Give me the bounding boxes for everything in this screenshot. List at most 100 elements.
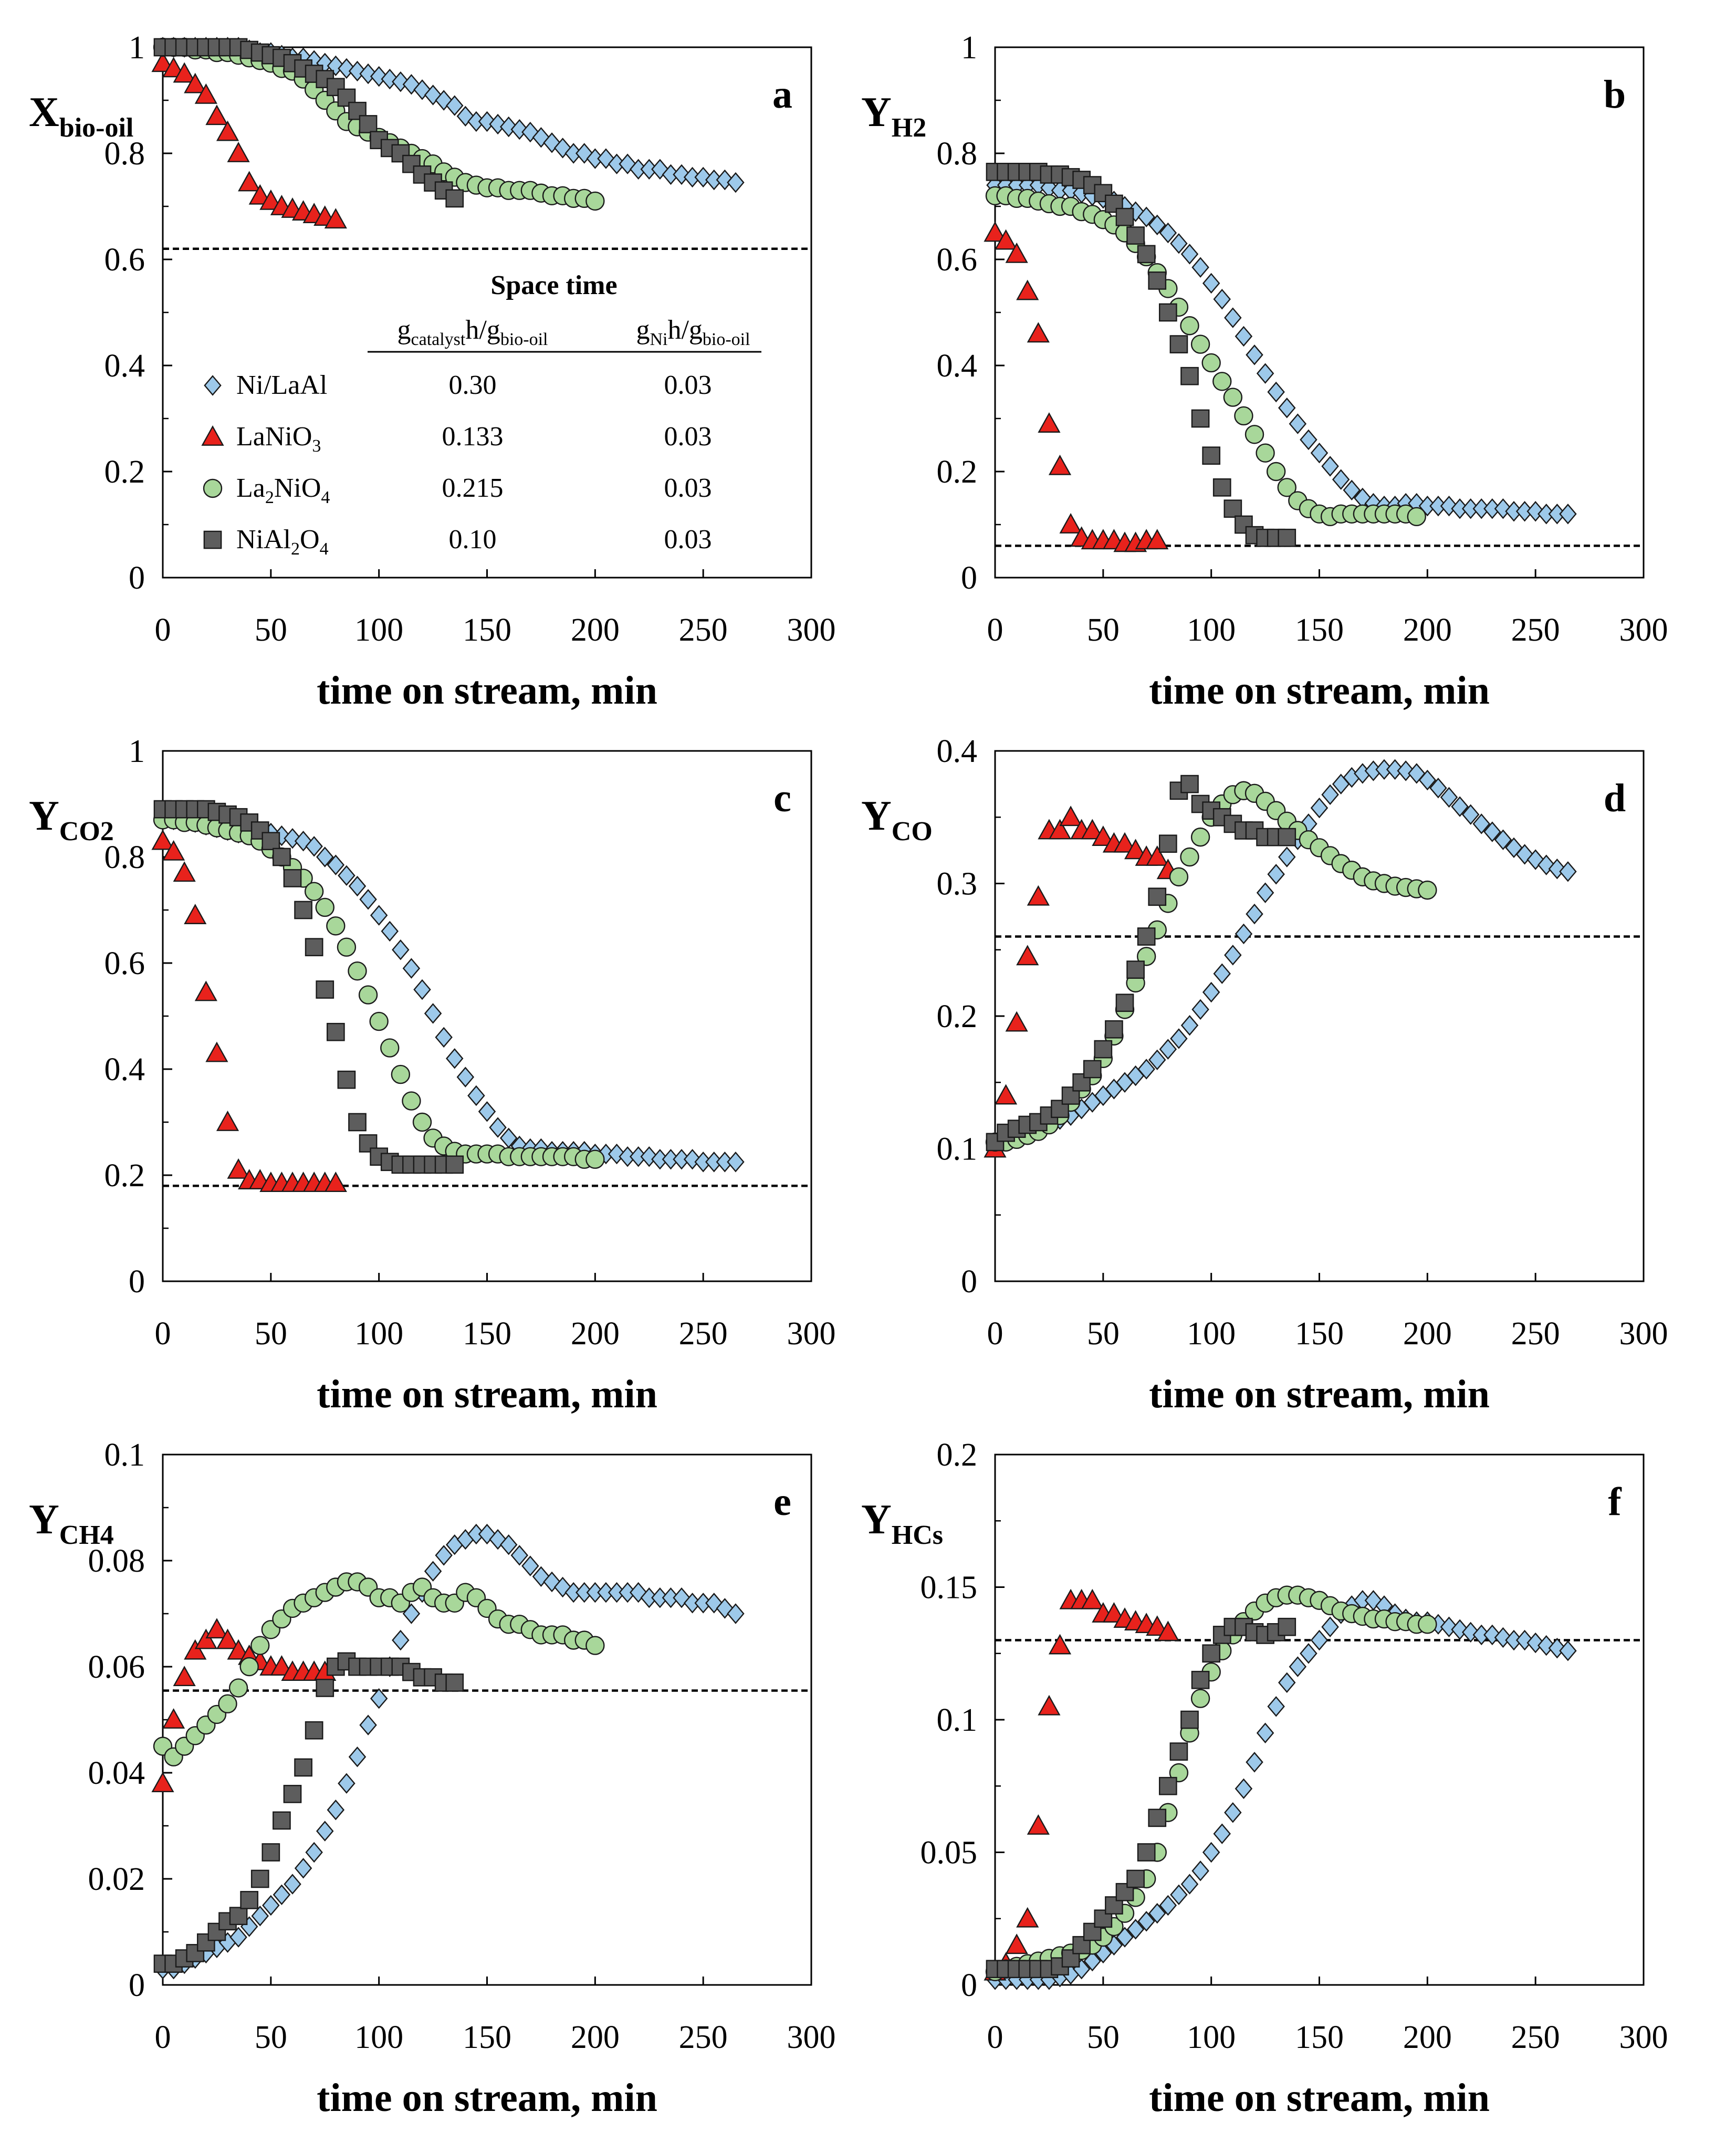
marker-ni-laal <box>1191 1860 1209 1881</box>
marker-lanio3 <box>216 120 239 141</box>
marker-lanio3 <box>151 1772 174 1793</box>
y-tick-label: 0.2 <box>104 1158 145 1194</box>
marker-nial2o4 <box>1115 994 1134 1012</box>
x-tick-label: 50 <box>1087 2020 1120 2055</box>
y-tick-label: 0.05 <box>921 1835 978 1871</box>
marker-lanio3 <box>238 171 261 192</box>
marker-lanio3 <box>1038 1695 1061 1716</box>
chart-panel-b: 0 0.2 0.4 0.6 0.8 1 0 50 100 150 200 250 300 time on … <box>861 30 1668 713</box>
marker-nial2o4 <box>283 1785 302 1803</box>
marker-ni-laal <box>424 85 442 106</box>
marker-la2nio4 <box>369 1011 389 1031</box>
marker-ni-laal <box>1515 844 1534 865</box>
x-tick-label: 250 <box>1511 612 1560 648</box>
marker-ni-laal <box>1278 1672 1296 1693</box>
marker-la2nio4 <box>1234 406 1253 426</box>
marker-lanio3 <box>1005 242 1028 263</box>
marker-nial2o4 <box>316 1679 334 1697</box>
y-tick-label: 0.8 <box>104 136 145 172</box>
marker-lanio3 <box>205 1618 228 1639</box>
marker-ni-laal <box>1310 442 1329 464</box>
y-tick-label: 1 <box>961 30 977 66</box>
marker-ni-laal <box>597 148 615 169</box>
y-tick-label: 0.4 <box>104 348 145 384</box>
marker-ni-laal <box>499 1534 518 1555</box>
marker-nial2o4 <box>1278 1617 1296 1636</box>
x-tick-label: 100 <box>1187 2020 1236 2055</box>
marker-la2nio4 <box>1180 316 1199 336</box>
marker-ni-laal <box>1235 326 1253 347</box>
marker-ni-laal <box>294 1858 312 1879</box>
y-tick-label: 1 <box>129 30 145 66</box>
marker-la2nio4 <box>1256 443 1275 463</box>
panel-letter: b <box>1604 72 1626 117</box>
marker-lanio3 <box>1048 454 1072 475</box>
marker-lanio3 <box>1059 806 1082 827</box>
y-axis-label-main: Y <box>861 1497 892 1543</box>
series-la2nio4 <box>153 1572 605 1766</box>
marker-ni-laal <box>435 1545 453 1566</box>
x-tick-label: 300 <box>1619 1316 1668 1352</box>
marker-lanio3 <box>227 1158 250 1179</box>
x-tick-label: 100 <box>354 612 403 648</box>
marker-lanio3 <box>227 141 250 162</box>
x-tick-label: 150 <box>1295 1316 1344 1352</box>
marker-ni-laal <box>1440 1616 1458 1637</box>
marker-ni-laal <box>1191 257 1209 278</box>
legend-ni-space-time: 0.03 <box>664 473 712 503</box>
panel-letter: a <box>772 72 792 117</box>
x-tick-label: 300 <box>1619 612 1668 648</box>
marker-nial2o4 <box>986 1133 1005 1152</box>
marker-la2nio4 <box>402 1091 421 1111</box>
marker-lanio3 <box>1048 819 1072 840</box>
marker-ni-laal <box>1202 1842 1220 1863</box>
marker-ni-laal <box>1267 381 1285 403</box>
marker-ni-laal <box>1159 222 1177 244</box>
marker-nial2o4 <box>1148 1808 1167 1827</box>
series-nial2o4 <box>153 1652 464 1973</box>
marker-nial2o4 <box>445 1155 464 1174</box>
marker-ni-laal <box>1461 804 1480 825</box>
marker-ni-laal <box>294 830 312 852</box>
marker-ni-laal <box>716 169 734 191</box>
panel-letter: c <box>773 776 791 820</box>
series-lanio3 <box>151 51 347 229</box>
marker-nial2o4 <box>305 1721 323 1740</box>
marker-ni-laal <box>532 127 550 148</box>
marker-nial2o4 <box>262 1843 280 1862</box>
y-tick-label: 0.1 <box>104 1437 145 1473</box>
y-tick-label: 0.6 <box>104 946 145 981</box>
marker-lanio3 <box>184 72 207 93</box>
y-tick-label: 0.4 <box>104 1052 145 1088</box>
marker-nial2o4 <box>1223 499 1242 518</box>
marker-lanio3 <box>1092 825 1115 846</box>
marker-nial2o4 <box>1094 1040 1113 1059</box>
marker-ni-laal <box>1408 763 1426 784</box>
x-tick-label: 300 <box>787 1316 836 1352</box>
marker-nial2o4 <box>1137 927 1156 946</box>
series-nial2o4 <box>986 163 1296 547</box>
marker-ni-laal <box>392 1629 410 1651</box>
marker-nial2o4 <box>1126 226 1145 245</box>
panel-letter: e <box>773 1480 791 1524</box>
marker-ni-laal <box>1289 1656 1307 1677</box>
y-tick-label: 0.6 <box>937 242 978 278</box>
marker-nial2o4 <box>1126 960 1145 979</box>
marker-ni-laal <box>251 1905 269 1927</box>
marker-ni-laal <box>1494 829 1512 850</box>
marker-la2nio4 <box>348 961 367 981</box>
x-tick-label: 100 <box>354 2020 403 2055</box>
marker-nial2o4 <box>250 1869 269 1888</box>
y-tick-label: 0.4 <box>937 348 978 384</box>
y-tick-label: 0.1 <box>937 1702 978 1738</box>
legend-label: Ni/LaAl <box>236 370 327 400</box>
marker-ni-laal <box>1451 1619 1469 1640</box>
marker-ni-laal <box>1321 456 1339 477</box>
x-tick-label: 250 <box>1511 1316 1560 1352</box>
marker-lanio3 <box>1016 945 1039 966</box>
marker-ni-laal <box>619 153 636 174</box>
legend-ni-space-time: 0.03 <box>664 370 712 400</box>
marker-nial2o4 <box>326 1022 345 1041</box>
marker-la2nio4 <box>228 1678 248 1698</box>
marker-ni-laal <box>1289 413 1307 434</box>
